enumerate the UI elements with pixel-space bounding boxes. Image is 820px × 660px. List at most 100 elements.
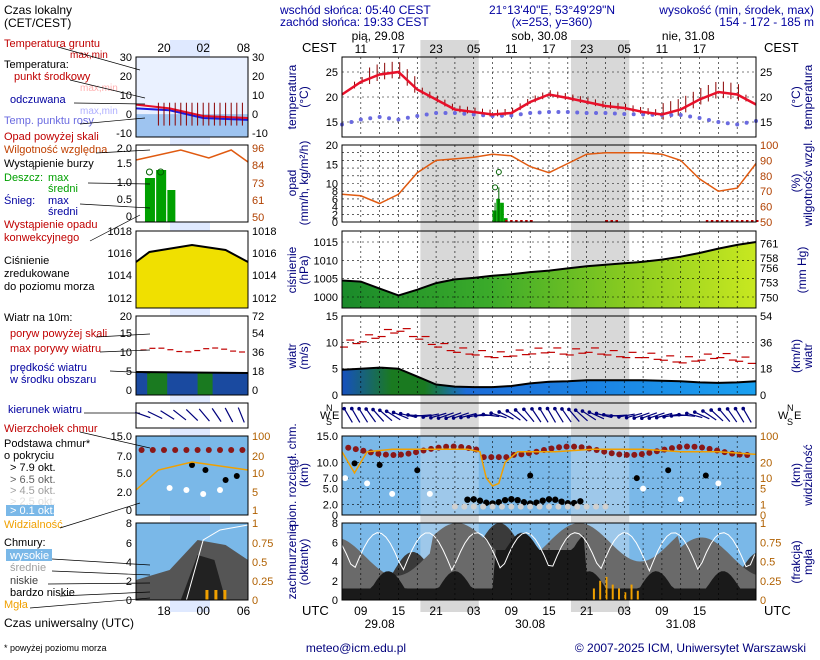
legend-connector (99, 349, 151, 353)
legend-hum-tick: 61 (252, 195, 264, 207)
wind-arrow-head (733, 406, 738, 411)
cloud-tick: 0 (332, 510, 338, 522)
legend-cloud-top (138, 447, 145, 453)
legend-wind-tick: 10 (120, 347, 132, 359)
cloud-top-mark (556, 444, 563, 451)
wind-arrow (445, 412, 462, 419)
cloud-base-mark-light (602, 503, 609, 510)
legend-cloud-tick: 0 (126, 505, 132, 517)
wind-arrow-head (481, 412, 486, 417)
legend-temp-maxmin: max,min (80, 83, 118, 94)
cloud-top-mark (345, 444, 352, 451)
dew-point-mark (641, 112, 646, 117)
legend-precip-tick: 1.5 (117, 158, 132, 170)
wind-arrow-head (624, 415, 629, 420)
cloud-top-mark (691, 443, 698, 450)
legend-pressure: Ciśnienie (4, 255, 49, 267)
legend-temp-tick-right: 30 (252, 52, 264, 64)
legend-okt2: > 6.5 okt. (10, 474, 56, 486)
temp-tick-left: 25 (326, 67, 338, 79)
legend-press-tick-right: 1014 (252, 270, 276, 282)
fog-bar (592, 588, 595, 600)
legend-pressure-area (136, 245, 248, 308)
legend-wind-tick-right: 54 (252, 328, 264, 340)
email-link[interactable]: meteo@icm.edu.pl (306, 641, 406, 655)
legend-temperature: Temperatura: (4, 59, 69, 71)
temp-tick-right: 20 (760, 92, 772, 104)
wind-arrow (430, 412, 447, 419)
legend-cloud-base (189, 462, 195, 468)
humidity-tick: 50 (760, 217, 772, 229)
utc-hour-label: 09 (505, 604, 519, 618)
wind-arrow-head (466, 414, 471, 419)
cloud-top-mark (571, 443, 578, 450)
vis-y-label: widzialność (801, 444, 815, 506)
legend-fog: Mgła (4, 599, 29, 611)
legend-press-tick: 1018 (108, 226, 132, 238)
legend-connector (29, 597, 151, 609)
day-label: nie, 31.08 (662, 29, 715, 43)
cloud-top-mark (450, 443, 457, 450)
cloud-top-mark (405, 450, 412, 457)
dew-point-mark (688, 114, 693, 119)
visibility-tick: 10 (760, 473, 772, 485)
wind-arrow (386, 410, 401, 421)
legend-snow-max: max (48, 195, 69, 207)
cloud-top-mark (631, 451, 638, 458)
legend-connector (95, 149, 151, 154)
cloud-base-mark-light (536, 503, 543, 510)
wind-arrow (365, 408, 377, 423)
legend-precip-tick: 0 (126, 211, 132, 223)
legend-connector (109, 370, 151, 374)
legend-wind-arrow (173, 409, 187, 421)
cloud-base-mark-light (480, 503, 487, 510)
cloud-base-mark-light (461, 503, 468, 510)
cloud-top-mark (661, 446, 668, 453)
wind-arrow-head (725, 407, 730, 411)
wind-arrow-head (717, 407, 722, 412)
cloud-base-mark-white (715, 480, 722, 487)
wind-arrow (379, 409, 393, 422)
wind-arrow-head (429, 415, 433, 420)
legend-press-tick-right: 1012 (252, 293, 276, 305)
legend-connector (79, 431, 151, 449)
legend-cover-tick: 4 (126, 557, 132, 569)
legend-time-sub: (CET/CEST) (4, 16, 71, 30)
fog-tick: 1 (760, 518, 766, 530)
cloud-top-mark (413, 449, 420, 456)
humidity-tick: 60 (760, 202, 772, 214)
dew-point-mark (612, 111, 617, 116)
wind-arrow (618, 413, 635, 418)
cloud-top-mark (646, 449, 653, 456)
dew-point-mark (631, 112, 636, 117)
cloud-base-mark (501, 496, 509, 504)
wind-arrow (531, 408, 542, 423)
legend-wind-tick-right: 36 (252, 347, 264, 359)
wind-arrow-head (349, 406, 354, 411)
fog-tick: 0.5 (760, 557, 775, 569)
wind-arrow-head (357, 406, 361, 411)
legend-connector (57, 46, 141, 71)
fog-bar (599, 580, 602, 600)
dew-point-mark (678, 113, 683, 117)
humidity-tick: 100 (760, 140, 778, 152)
legend-press-tick-right: 1016 (252, 248, 276, 260)
cloud-top-mark (360, 447, 367, 454)
cloud-top-mark (653, 448, 660, 455)
legend-press-tick: 1014 (108, 270, 132, 282)
wind-arrow (626, 412, 643, 419)
wind-arrow-head (617, 415, 621, 419)
wind-arrow-head (473, 413, 478, 418)
cloud-base-mark-white (677, 496, 684, 503)
legend-wind-arrow (211, 408, 222, 422)
compass-e-right: E (794, 410, 801, 422)
legend-wind-tick: 20 (120, 311, 132, 323)
legend-cloud-base (222, 477, 229, 483)
wind-arrow-head (436, 416, 441, 420)
fog-bar (624, 592, 627, 600)
legend-wind-tick-right: 72 (252, 311, 264, 323)
wind-arrow-head (662, 415, 666, 419)
wind-arrow-head (587, 410, 592, 415)
utc-hour-label: 15 (693, 604, 707, 618)
